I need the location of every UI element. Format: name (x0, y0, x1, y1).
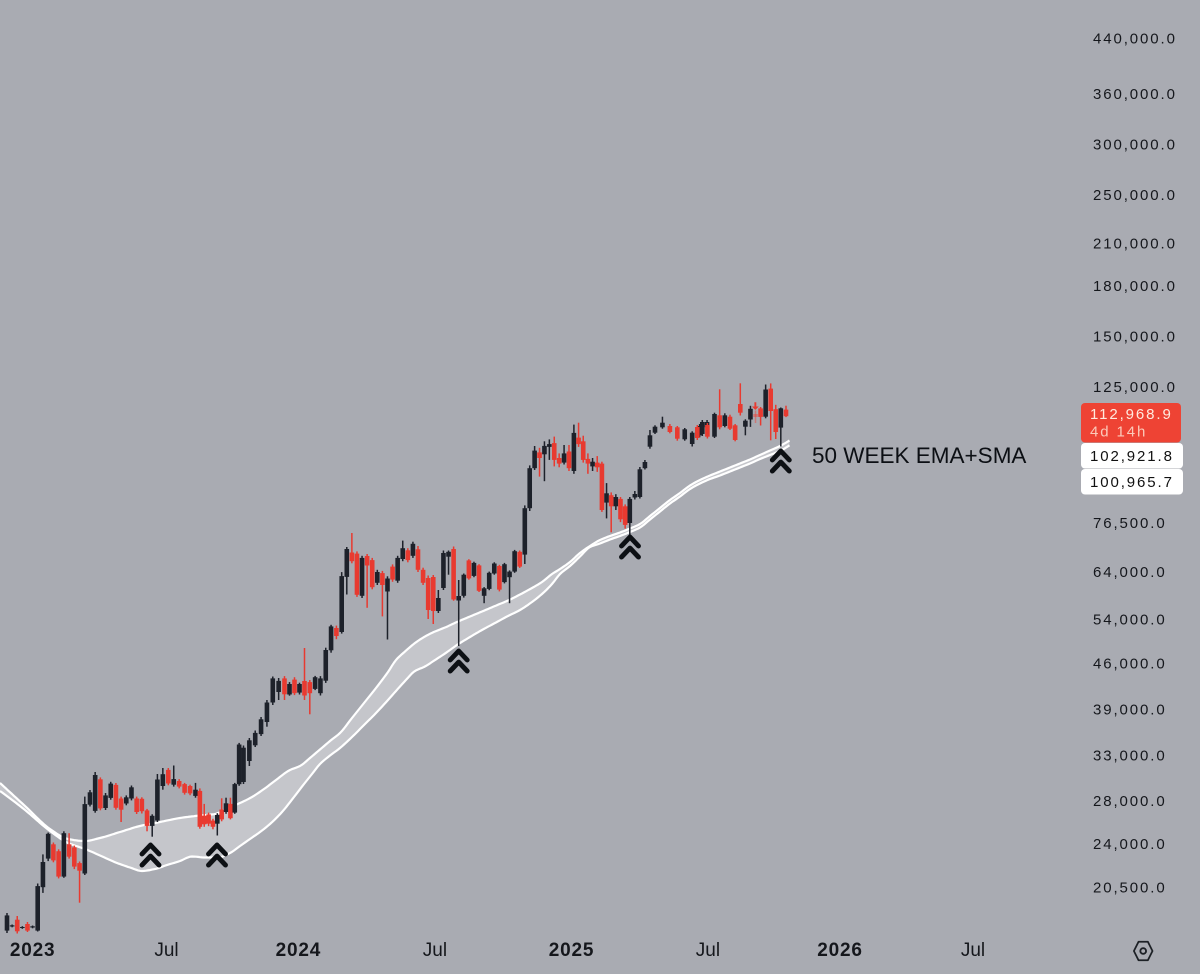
svg-text:54,000.0: 54,000.0 (1093, 611, 1167, 628)
svg-text:4d 14h: 4d 14h (1090, 424, 1147, 441)
svg-text:Jul: Jul (961, 940, 985, 961)
svg-text:76,500.0: 76,500.0 (1093, 515, 1167, 532)
svg-text:2024: 2024 (276, 940, 321, 961)
svg-text:125,000.0: 125,000.0 (1093, 379, 1177, 396)
svg-text:210,000.0: 210,000.0 (1093, 235, 1177, 252)
svg-text:64,000.0: 64,000.0 (1093, 564, 1167, 581)
svg-text:2025: 2025 (549, 940, 594, 961)
svg-text:2023: 2023 (10, 940, 55, 961)
svg-text:24,000.0: 24,000.0 (1093, 836, 1167, 853)
svg-text:250,000.0: 250,000.0 (1093, 187, 1177, 204)
svg-text:20,500.0: 20,500.0 (1093, 879, 1167, 896)
svg-text:360,000.0: 360,000.0 (1093, 86, 1177, 103)
svg-text:46,000.0: 46,000.0 (1093, 656, 1167, 673)
svg-text:28,000.0: 28,000.0 (1093, 793, 1167, 810)
svg-text:102,921.8: 102,921.8 (1090, 448, 1174, 465)
svg-text:Jul: Jul (154, 940, 178, 961)
svg-text:440,000.0: 440,000.0 (1093, 31, 1177, 48)
svg-text:2026: 2026 (817, 940, 862, 961)
svg-text:39,000.0: 39,000.0 (1093, 701, 1167, 718)
svg-text:Jul: Jul (696, 940, 720, 961)
svg-text:112,968.9: 112,968.9 (1090, 406, 1173, 423)
svg-text:100,965.7: 100,965.7 (1090, 474, 1174, 491)
svg-text:50 WEEK EMA+SMA: 50 WEEK EMA+SMA (812, 443, 1026, 468)
svg-text:150,000.0: 150,000.0 (1093, 329, 1177, 346)
svg-text:180,000.0: 180,000.0 (1093, 278, 1177, 295)
svg-text:Jul: Jul (423, 940, 447, 961)
svg-text:300,000.0: 300,000.0 (1093, 137, 1177, 154)
svg-text:33,000.0: 33,000.0 (1093, 748, 1167, 765)
